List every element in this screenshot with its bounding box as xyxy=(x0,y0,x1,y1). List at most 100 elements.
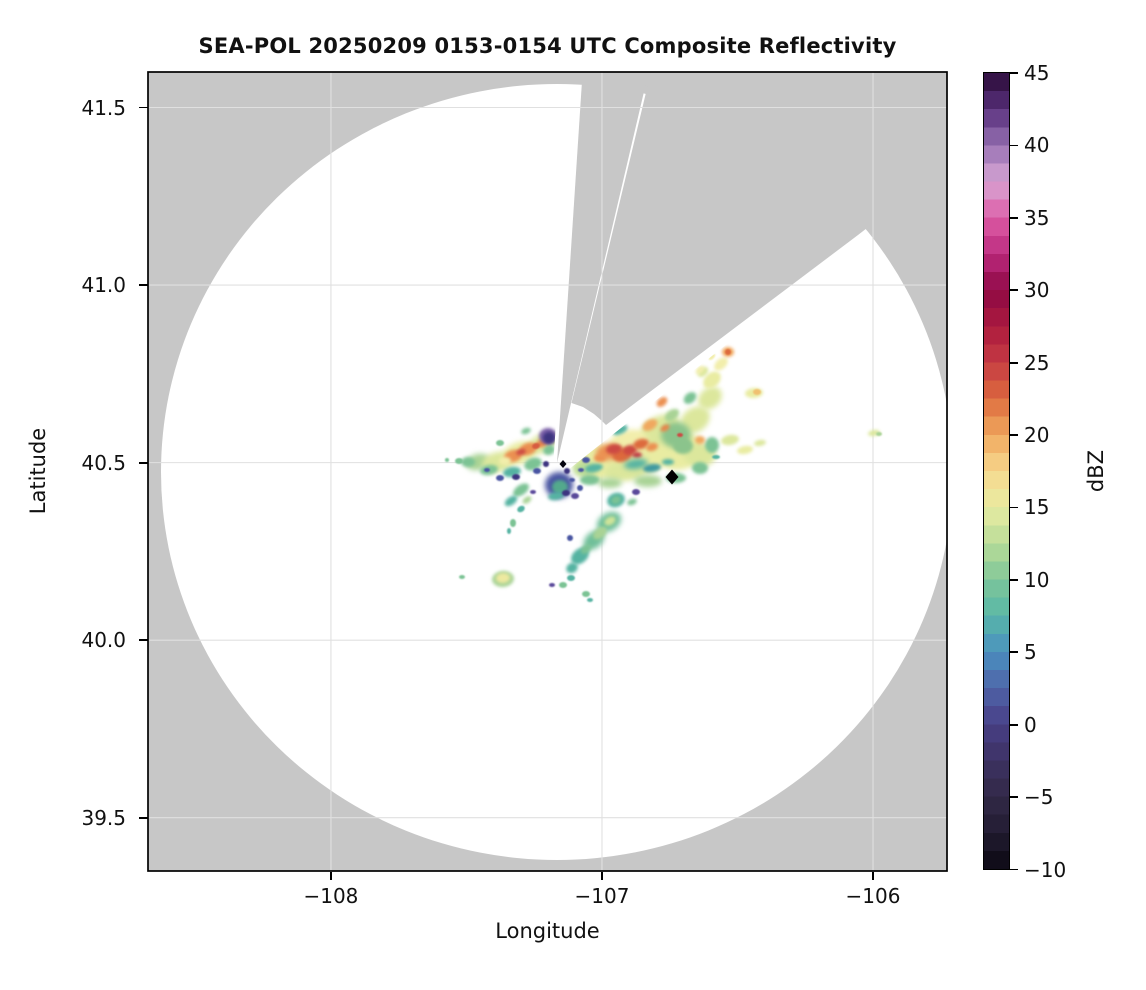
reflectivity-echo-blob xyxy=(549,583,555,587)
colorbar-tick xyxy=(1010,578,1018,581)
colorbar-tick-label: 40 xyxy=(1024,133,1050,158)
reflectivity-echo-blob xyxy=(695,436,705,444)
reflectivity-echo-blob xyxy=(580,475,600,485)
echo-region-east xyxy=(573,347,882,488)
reflectivity-echo-blob xyxy=(533,468,541,474)
colorbar-tick-label: 35 xyxy=(1024,205,1050,230)
reflectivity-echo-blob xyxy=(737,445,753,455)
reflectivity-echo-blob xyxy=(455,458,463,464)
reflectivity-echo-blob xyxy=(714,357,728,371)
echo-region-south xyxy=(459,489,640,602)
reflectivity-echo-blob xyxy=(548,491,564,501)
reflectivity-echo-blob xyxy=(510,519,516,527)
reflectivity-echo-blob xyxy=(656,397,668,407)
x-axis-tick-label: −106 xyxy=(845,884,901,908)
reflectivity-echo-blob xyxy=(567,575,575,581)
reflectivity-echo-blob xyxy=(606,443,622,455)
reflectivity-echo-blob xyxy=(642,419,658,431)
colorbar-tick xyxy=(1010,434,1018,436)
y-axis-tick xyxy=(139,284,148,286)
reflectivity-echo-blob xyxy=(664,408,680,422)
colorbar-tick-label: 0 xyxy=(1024,712,1037,737)
y-axis-tick-label: 41.0 xyxy=(81,273,126,298)
reflectivity-echo-blob xyxy=(611,495,621,505)
reflectivity-echo-blob xyxy=(680,406,710,434)
colorbar-tick xyxy=(1010,72,1018,74)
reflectivity-echo-blob xyxy=(504,495,518,507)
reflectivity-echo-blob xyxy=(633,438,649,450)
reflectivity-echo-blob xyxy=(513,483,529,497)
reflectivity-echo-blob xyxy=(521,427,531,435)
colorbar-tick xyxy=(1010,361,1018,364)
reflectivity-echo-blob xyxy=(677,433,683,437)
colorbar-tick xyxy=(1010,216,1018,219)
reflectivity-echo-blob xyxy=(662,459,674,465)
reflectivity-echo-blob xyxy=(484,468,490,472)
reflectivity-echo-blob xyxy=(566,562,578,574)
reflectivity-echo-blob xyxy=(585,463,603,473)
reflectivity-echo-blob xyxy=(598,478,622,488)
y-axis-tick-label: 40.0 xyxy=(81,628,126,653)
reflectivity-echo-blob xyxy=(721,434,739,446)
reflectivity-echo-blob xyxy=(604,516,616,526)
reflectivity-echo-blob xyxy=(725,349,731,355)
reflectivity-echo-blob xyxy=(646,442,658,452)
reflectivity-echo-blob xyxy=(524,457,542,471)
blocked-sector-north xyxy=(557,72,649,463)
colorbar-tick xyxy=(1010,868,1018,871)
colorbar-tick xyxy=(1010,651,1018,654)
reflectivity-echo-blob xyxy=(634,475,662,487)
colorbar-tick-label: 30 xyxy=(1024,278,1050,303)
reflectivity-echo-blob xyxy=(582,591,590,597)
reflectivity-echo-blob xyxy=(632,489,640,495)
reflectivity-echo-blob xyxy=(627,498,637,506)
reflectivity-echo-blob xyxy=(683,392,697,404)
reflectivity-echo-blob xyxy=(543,432,555,444)
y-axis-tick-label: 41.5 xyxy=(81,95,126,120)
colorbar-tick xyxy=(1010,723,1018,726)
gridlines xyxy=(148,72,947,871)
y-axis-tick xyxy=(139,816,148,819)
reflectivity-echo-blob xyxy=(559,582,567,588)
y-axis-tick-label: 40.5 xyxy=(81,450,126,475)
reflectivity-echo-blob xyxy=(624,458,648,470)
colorbar-tick-label: 10 xyxy=(1024,567,1050,592)
x-axis-label: Longitude xyxy=(495,919,600,943)
reflectivity-echo-blob xyxy=(643,463,661,473)
reflectivity-echo-blob xyxy=(459,575,465,579)
reflectivity-echo-blob xyxy=(543,461,549,467)
reflectivity-echo-blob xyxy=(445,458,449,462)
reflectivity-echo-blob xyxy=(562,490,570,496)
reflectivity-echo-blob xyxy=(571,493,579,499)
y-axis-label: Latitude xyxy=(26,427,50,515)
reflectivity-echo-blob xyxy=(522,496,532,504)
reflectivity-echo-blob xyxy=(594,454,606,462)
plot-body xyxy=(148,72,947,871)
site-marker-diamond xyxy=(665,469,679,485)
x-axis-tick-label: −108 xyxy=(303,884,359,908)
y-axis-tick xyxy=(139,639,148,642)
reflectivity-echo-blob xyxy=(754,439,766,447)
reflectivity-echo-blob xyxy=(569,478,575,482)
colorbar-tick-label: −10 xyxy=(1024,857,1067,882)
plot-title: SEA-POL 20250209 0153-0154 UTC Composite… xyxy=(198,34,897,58)
colorbar-tick-label: 15 xyxy=(1024,495,1050,520)
y-axis-tick xyxy=(139,106,148,109)
reflectivity-echo-blob xyxy=(632,452,642,458)
colorbar-tick-label: 45 xyxy=(1024,61,1050,85)
reflectivity-echo-blob xyxy=(567,535,573,541)
reflectivity-echo-blob xyxy=(705,437,719,453)
colorbar-tick-label: 25 xyxy=(1024,350,1050,375)
colorbar-label: dBZ xyxy=(1084,449,1108,493)
reflectivity-echo-blob xyxy=(753,389,761,395)
x-axis-tick xyxy=(872,872,874,880)
colorbar-tick xyxy=(1010,506,1018,509)
reflectivity-echo-blob xyxy=(703,371,721,389)
reflectivity-echo-blob xyxy=(578,468,584,472)
reflectivity-echo-blob xyxy=(530,490,536,494)
reflectivity-echo-blob xyxy=(582,457,590,463)
colorbar-tick-label: −5 xyxy=(1024,785,1054,810)
reflectivity-echo-blob xyxy=(623,444,637,456)
